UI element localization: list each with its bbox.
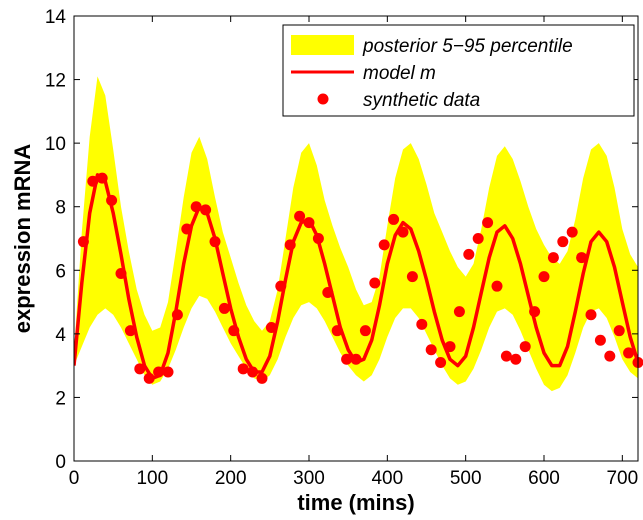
data-point: [510, 353, 522, 365]
data-point: [181, 223, 193, 235]
data-point: [294, 210, 306, 222]
x-tick-label: 500: [450, 468, 482, 489]
data-point: [247, 366, 259, 378]
data-point: [369, 277, 381, 289]
data-point: [87, 175, 99, 187]
y-tick-label: 14: [45, 7, 67, 28]
data-point: [453, 306, 465, 318]
y-axis-title: expression mRNA: [10, 144, 35, 334]
data-point: [77, 236, 89, 248]
data-point: [397, 226, 409, 238]
y-tick-label: 4: [55, 325, 66, 346]
data-point: [218, 302, 230, 314]
data-point: [566, 226, 578, 238]
data-point: [529, 306, 541, 318]
data-point: [322, 287, 334, 299]
data-point: [359, 325, 371, 337]
y-tick-label: 8: [55, 198, 66, 219]
data-point: [96, 172, 108, 184]
data-point: [106, 194, 118, 206]
data-point: [472, 233, 484, 244]
data-point: [594, 334, 606, 346]
data-point: [547, 252, 559, 264]
x-tick-label: 700: [606, 468, 638, 489]
data-point: [576, 252, 588, 264]
data-point: [265, 322, 277, 333]
y-tick-label: 10: [45, 134, 66, 155]
x-tick-label: 200: [215, 468, 247, 489]
posterior-band: [74, 76, 638, 392]
legend-swatch-marker: [317, 93, 329, 105]
data-point: [491, 280, 503, 292]
data-point: [538, 271, 550, 283]
data-point: [378, 239, 390, 251]
data-point: [613, 325, 625, 337]
data-point: [312, 233, 324, 244]
data-point: [623, 347, 635, 359]
data-point: [228, 325, 240, 337]
data-point: [604, 350, 616, 362]
x-tick-label: 0: [69, 468, 80, 489]
data-point: [237, 363, 249, 375]
x-tick-label: 100: [136, 468, 168, 489]
y-tick-label: 6: [55, 261, 66, 282]
x-tick-label: 600: [528, 468, 560, 489]
data-point: [341, 353, 353, 365]
data-point: [444, 341, 456, 353]
legend-label: synthetic data: [363, 90, 480, 111]
legend-swatch-band: [291, 35, 354, 55]
data-point: [331, 325, 343, 337]
legend-label: posterior 5−95 percentile: [362, 36, 573, 57]
plot-frame: [73, 15, 639, 462]
data-point: [585, 309, 597, 321]
y-tick-label: 2: [55, 388, 66, 409]
data-point: [162, 366, 174, 378]
data-point: [134, 363, 146, 375]
data-point: [200, 204, 212, 216]
data-point: [124, 325, 136, 337]
data-point: [557, 236, 569, 248]
data-point: [256, 372, 268, 384]
data-point: [416, 318, 428, 330]
data-point: [500, 350, 512, 362]
data-point: [209, 236, 221, 248]
data-point: [303, 217, 315, 229]
x-axis-title: time (mins): [297, 490, 414, 515]
data-point: [425, 344, 437, 356]
data-point: [350, 353, 362, 365]
data-point: [284, 239, 296, 251]
legend-label: model m: [363, 63, 436, 84]
x-tick-label: 400: [371, 468, 403, 489]
data-point: [190, 201, 202, 213]
y-tick-label: 12: [45, 71, 66, 92]
data-point: [482, 217, 494, 229]
y-tick-label: 0: [55, 452, 66, 473]
data-point: [115, 267, 127, 279]
x-tick-label: 300: [293, 468, 325, 489]
data-point: [143, 372, 155, 384]
data-point: [388, 213, 400, 225]
data-point: [171, 309, 183, 321]
data-point: [153, 366, 165, 378]
data-point: [406, 271, 418, 283]
data-point: [519, 341, 531, 353]
data-point: [435, 356, 447, 368]
data-point: [463, 248, 475, 260]
data-point: [275, 280, 287, 292]
